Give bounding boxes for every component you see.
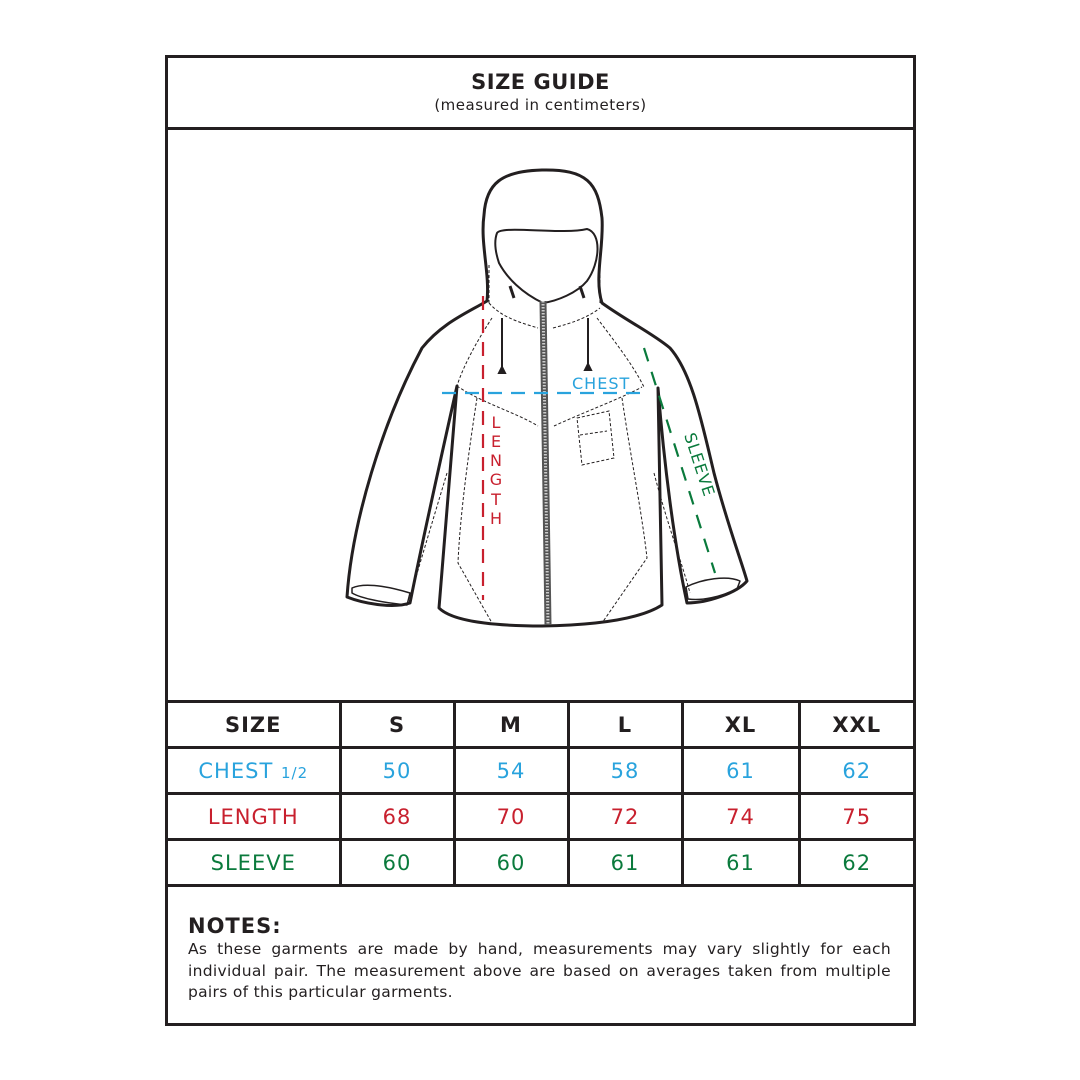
zipper: [539, 300, 552, 626]
size-guide: SIZE GUIDE (measured in centimeters): [165, 55, 916, 1026]
header-cell: M: [452, 700, 570, 749]
table-cell: 68: [338, 792, 456, 841]
seam-lines: [409, 263, 691, 624]
chest-label: CHEST: [572, 374, 630, 393]
table-row-chest: CHEST 1/2 50 54 58 61 62: [168, 746, 913, 795]
table-cell: 62: [797, 746, 913, 795]
header-cell: XXL: [797, 700, 913, 749]
length-letter: H: [490, 509, 502, 528]
table-row-length: LENGTH 68 70 72 74 75: [168, 792, 913, 841]
table-cell: 50: [338, 746, 456, 795]
header-cell: S: [338, 700, 456, 749]
table-cell: 60: [338, 838, 456, 887]
size-table: SIZE S M L XL XXL CHEST 1/2 50 54 58 61 …: [168, 700, 913, 887]
header-cell: XL: [680, 700, 801, 749]
length-letter: G: [490, 470, 502, 489]
table-header-row: SIZE S M L XL XXL: [168, 700, 913, 749]
subtitle: (measured in centimeters): [434, 96, 647, 114]
table-cell: 58: [566, 746, 684, 795]
notes-heading: NOTES:: [188, 914, 282, 938]
table-cell: 75: [797, 792, 913, 841]
table-cell: 60: [452, 838, 570, 887]
drawcords: [497, 285, 593, 374]
notes-section: NOTES: As these garments are made by han…: [168, 896, 913, 1023]
length-letter: E: [491, 432, 501, 451]
jacket-outline: [345, 168, 749, 628]
table-cell: 61: [566, 838, 684, 887]
table-cell: 61: [680, 746, 801, 795]
table-cell: 61: [680, 838, 801, 887]
table-cell: 54: [452, 746, 570, 795]
chest-half-suffix: 1/2: [280, 763, 309, 782]
length-letter: L: [492, 413, 501, 432]
chest-label-text: CHEST: [198, 758, 274, 783]
jacket-illustration: CHEST L E N G T H SLEEVE: [345, 168, 749, 628]
length-label: L E N G T H: [490, 413, 502, 528]
row-label: SLEEVE: [168, 838, 342, 887]
header-cell: SIZE: [168, 700, 342, 749]
table-cell: 74: [680, 792, 801, 841]
length-letter: T: [490, 490, 501, 509]
notes-text: As these garments are made by hand, meas…: [188, 940, 891, 1001]
jacket-diagram: CHEST L E N G T H SLEEVE: [168, 130, 913, 700]
length-letter: N: [490, 451, 502, 470]
row-label: CHEST 1/2: [168, 746, 342, 795]
header-cell: L: [566, 700, 684, 749]
table-row-sleeve: SLEEVE 60 60 61 61 62: [168, 838, 913, 887]
title: SIZE GUIDE: [471, 70, 610, 94]
header: SIZE GUIDE (measured in centimeters): [168, 58, 913, 130]
table-cell: 72: [566, 792, 684, 841]
table-cell: 62: [797, 838, 913, 887]
row-label: LENGTH: [168, 792, 342, 841]
table-cell: 70: [452, 792, 570, 841]
